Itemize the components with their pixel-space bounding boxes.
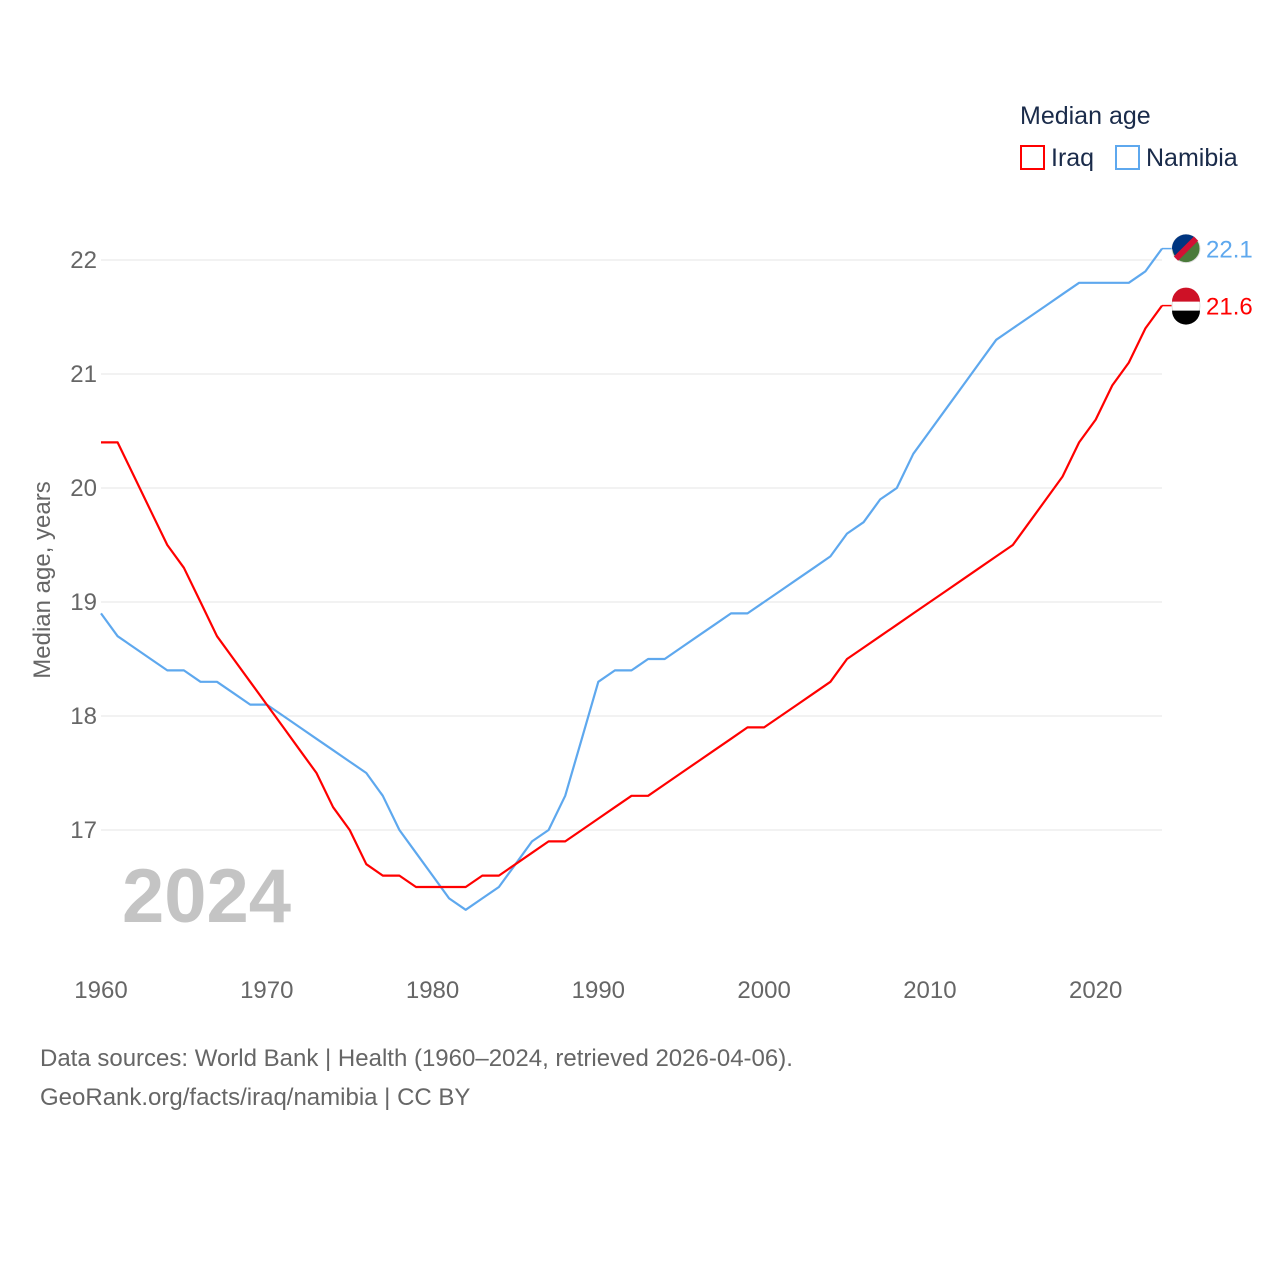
gridlines: [101, 259, 1162, 831]
x-tick-label: 2000: [737, 977, 790, 1004]
x-tick-label: 1990: [572, 977, 625, 1004]
x-tick-label: 1980: [406, 977, 459, 1004]
year-label: 2024: [122, 854, 291, 939]
flag-stripe: [1172, 287, 1200, 302]
attribution-text: GeoRank.org/facts/iraq/namibia | CC BY: [40, 1084, 471, 1111]
legend: Iraq Namibia: [1020, 144, 1238, 172]
legend-title: Median age: [1020, 102, 1151, 130]
y-tick-label: 19: [70, 589, 97, 616]
y-tick-label: 20: [70, 475, 97, 502]
flag-stripe: [1172, 310, 1200, 325]
y-tick-label: 17: [70, 817, 97, 844]
x-tick-label: 2020: [1069, 977, 1122, 1004]
end-value-label-iraq: 21.6: [1206, 294, 1253, 321]
flag-stripe: [1173, 236, 1199, 261]
legend-swatch-namibia: [1115, 145, 1140, 170]
y-tick-label: 22: [70, 247, 97, 274]
x-tick-label: 1970: [240, 977, 293, 1004]
y-tick-label: 18: [70, 703, 97, 730]
x-tick-label: 1960: [74, 977, 127, 1004]
legend-label-namibia[interactable]: Namibia: [1146, 144, 1238, 172]
series-line-iraq: [101, 304, 1163, 889]
y-axis-ticks: 17 18 19 20 21 22: [70, 247, 97, 844]
legend-swatch-iraq: [1020, 145, 1045, 170]
y-tick-label: 21: [70, 361, 97, 388]
end-value-label-namibia: 22.1: [1206, 237, 1253, 264]
x-axis-ticks: 1960 1970 1980 1990 2000 2010 2020: [74, 977, 1122, 1004]
series-lines: [100, 247, 1163, 911]
y-axis-title: Median age, years: [29, 481, 56, 678]
source-text: Data sources: World Bank | Health (1960–…: [40, 1045, 793, 1072]
x-tick-label: 2010: [903, 977, 956, 1004]
series-line-namibia: [100, 247, 1163, 911]
legend-label-iraq[interactable]: Iraq: [1051, 144, 1094, 172]
end-labels: 22.1 21.6: [1162, 234, 1253, 325]
